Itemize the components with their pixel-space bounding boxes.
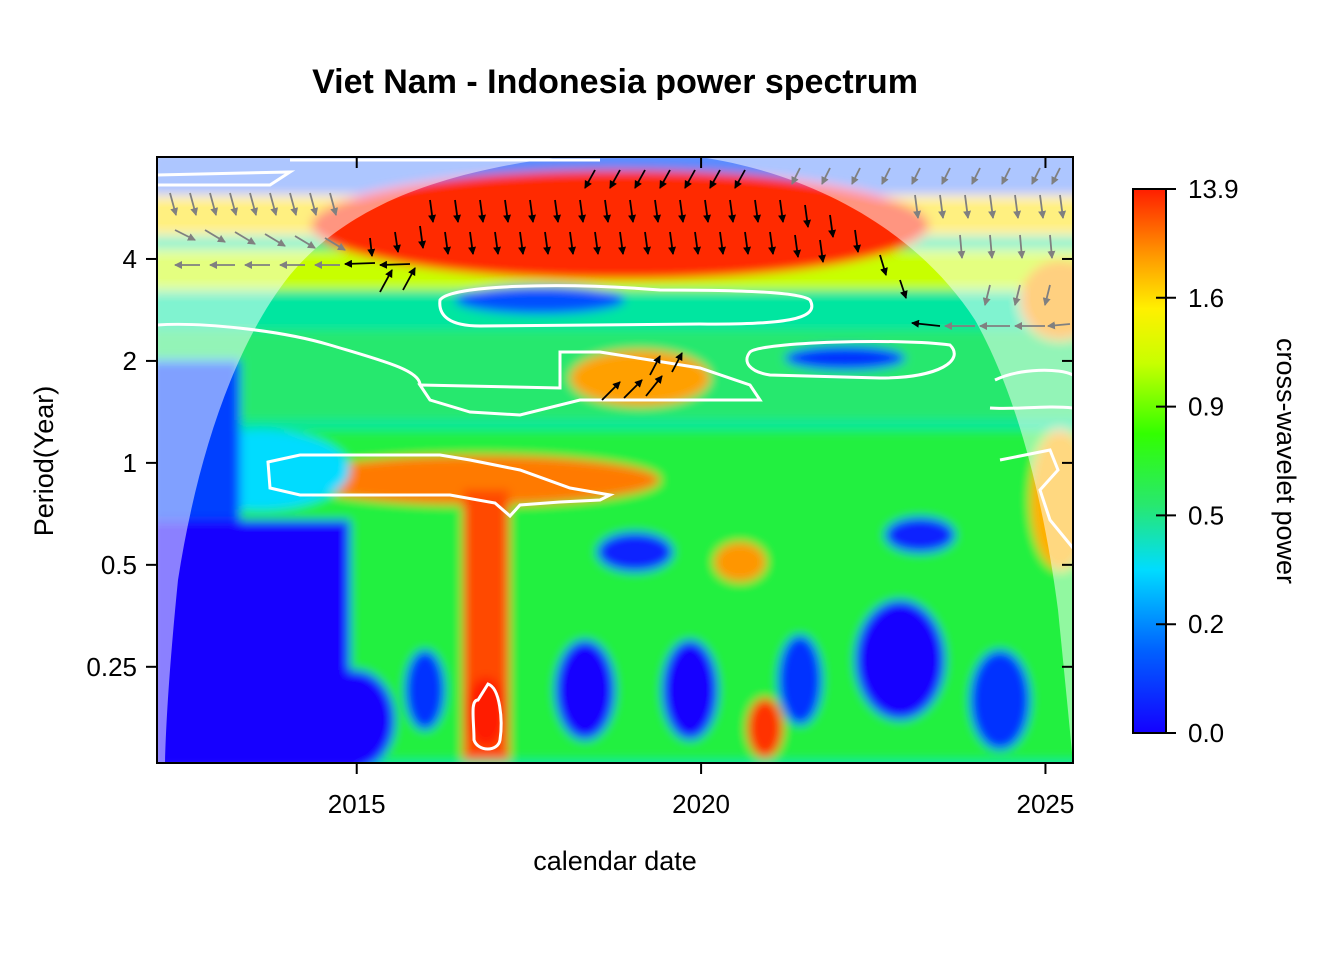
- cone-of-influence: [157, 157, 1073, 763]
- y-axis-label: Period(Year): [29, 386, 59, 537]
- phase-arrows: [169, 167, 1071, 401]
- chart-title: Viet Nam - Indonesia power spectrum: [312, 63, 918, 101]
- colorbar-label: cross-wavelet power: [1271, 338, 1301, 584]
- plot-frame: [156, 156, 1074, 764]
- colorbar-tick-label: 0.9: [1188, 392, 1224, 422]
- x-tick-label: 2025: [1017, 789, 1075, 819]
- colorbar-tick-label: 1.6: [1188, 283, 1224, 313]
- colorbar-gradient: [1132, 188, 1167, 734]
- x-tick-label: 2015: [328, 789, 386, 819]
- y-axis: 4 2 1 0.5 0.25 Period(Year): [29, 244, 1073, 682]
- colorbar-tick-label: 0.5: [1188, 500, 1224, 530]
- x-tick-label: 2020: [672, 789, 730, 819]
- gray-arrows: [169, 167, 1071, 330]
- y-tick-label: 1: [123, 448, 137, 478]
- black-arrows: [344, 169, 941, 401]
- significance-contours: [157, 158, 1073, 751]
- colorbar-tick-label: 0.2: [1188, 609, 1224, 639]
- y-tick-label: 2: [123, 346, 137, 376]
- y-tick-label: 4: [123, 244, 137, 274]
- x-axis-label: calendar date: [533, 846, 697, 876]
- y-tick-label: 0.5: [101, 550, 137, 580]
- colorbar-tick-label: 13.9: [1188, 174, 1239, 204]
- colorbar-tick-label: 0.0: [1188, 718, 1224, 748]
- colorbar: 0.0 0.2 0.5 0.9 1.6 13.9 cross-wavelet power: [1132, 174, 1301, 748]
- x-axis: 2015 2020 2025 calendar date: [328, 157, 1075, 876]
- plot-area: [157, 157, 1073, 763]
- y-tick-label: 0.25: [86, 652, 137, 682]
